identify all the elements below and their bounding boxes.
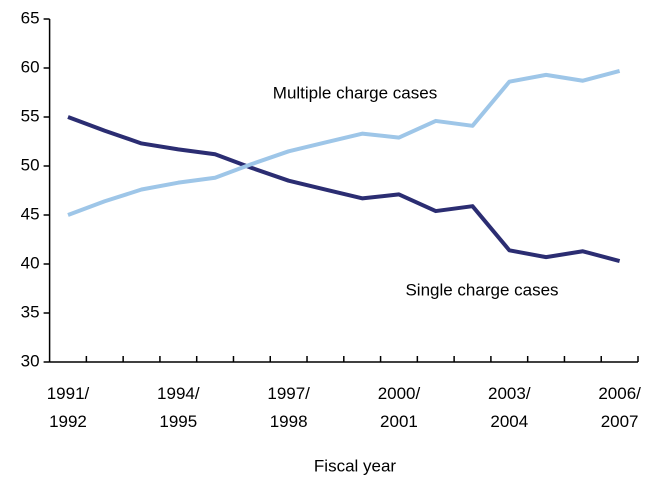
x-tick-label-line: 2003/	[488, 384, 531, 403]
x-tick-label: 2000/2001	[378, 384, 421, 431]
y-tick-label: 60	[21, 57, 40, 76]
y-tick-label: 45	[21, 204, 40, 223]
x-tick-label-line: 2001	[380, 412, 418, 431]
x-tick-label-line: 2000/	[378, 384, 421, 403]
y-tick-label: 40	[21, 253, 40, 272]
x-tick-label-line: 2006/	[598, 384, 641, 403]
y-tick-label: 30	[21, 351, 40, 370]
y-tick-label: 65	[21, 8, 40, 27]
x-tick-label: 2006/2007	[598, 384, 641, 431]
y-tick-label: 50	[21, 155, 40, 174]
x-tick-label: 2003/2004	[488, 384, 531, 431]
x-tick-label-line: 2007	[601, 412, 639, 431]
y-tick-label: 35	[21, 302, 40, 321]
x-tick-label-line: 1992	[49, 412, 87, 431]
x-tick-label: 1994/1995	[157, 384, 200, 431]
x-tick-label-line: 1997/	[267, 384, 310, 403]
x-tick-label: 1997/1998	[267, 384, 310, 431]
x-tick-label-line: 1991/	[47, 384, 90, 403]
series-label: Multiple charge cases	[273, 83, 437, 102]
x-axis-label: Fiscal year	[314, 456, 397, 475]
series-line	[67, 115, 621, 263]
x-tick-label-line: 2004	[490, 412, 528, 431]
series-line	[67, 69, 621, 217]
y-tick-label: 55	[21, 106, 40, 125]
x-tick-label-line: 1994/	[157, 384, 200, 403]
x-tick-label-line: 1995	[159, 412, 197, 431]
series-label: Single charge cases	[405, 280, 558, 299]
x-tick-label-line: 1998	[270, 412, 308, 431]
x-tick-label: 1991/1992	[47, 384, 90, 431]
